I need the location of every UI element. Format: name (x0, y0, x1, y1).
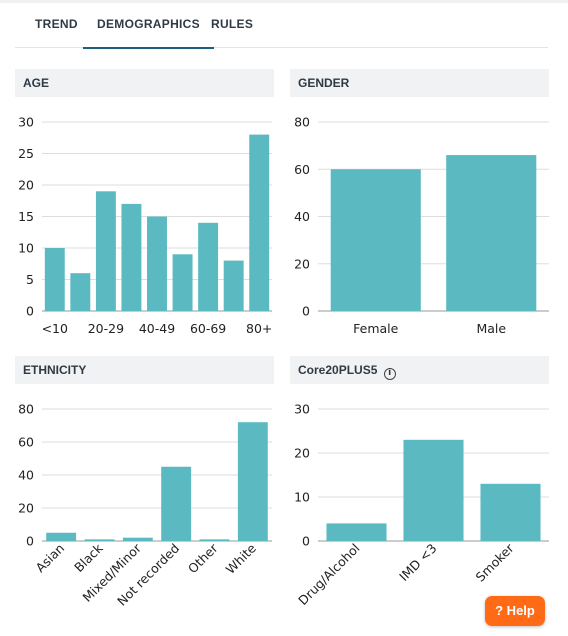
tab-rules[interactable]: RULES (211, 17, 254, 31)
age-bar[interactable] (223, 260, 244, 311)
gender-ytick-label: 80 (294, 115, 310, 130)
age-bar[interactable] (249, 134, 270, 311)
ethnicity-bar[interactable] (46, 532, 77, 541)
core20-ytick-label: 20 (294, 446, 310, 461)
age-bar[interactable] (70, 273, 91, 311)
ethnicity-xtick-label: White (223, 540, 260, 577)
core20-xtick-label: Drug/Alcohol (295, 541, 362, 608)
core20-bar[interactable] (403, 439, 464, 541)
age-xtick-label: <10 (42, 321, 68, 336)
gender-ytick-label: 60 (294, 162, 310, 177)
age-ytick-label: 15 (18, 209, 34, 224)
age-ytick-label: 5 (26, 272, 34, 287)
tab-bar: TREND DEMOGRAPHICS RULES (15, 4, 548, 49)
gender-panel-header: GENDER (290, 69, 549, 97)
age-xtick-label: 40-49 (139, 321, 175, 336)
age-xtick-label: 80+ (246, 321, 272, 336)
ethnicity-xtick-label: Black (71, 540, 106, 575)
gender-ytick-label: 20 (294, 256, 310, 271)
core20-xtick-label: IMD <3 (396, 541, 439, 584)
gender-xtick-label: Female (353, 321, 399, 336)
gender-chart: 0 20 40 60 80 Female Male (294, 115, 549, 336)
core20-panel-header: Core20PLUS5 i (290, 356, 549, 384)
ethnicity-bar[interactable] (122, 537, 153, 541)
core20-ytick-label: 0 (302, 534, 310, 549)
age-bar[interactable] (198, 222, 219, 311)
core20-bar[interactable] (480, 483, 541, 541)
top-border (0, 0, 568, 3)
ethnicity-xtick-label: Other (185, 540, 221, 576)
core20-ytick-label: 10 (294, 490, 310, 505)
ethnicity-bar[interactable] (237, 422, 268, 541)
age-xtick-label: 60-69 (190, 321, 226, 336)
ethnicity-ytick-label: 40 (18, 468, 34, 483)
ethnicity-panel-title: ETHNICITY (23, 363, 87, 377)
gender-xtick-label: Male (476, 321, 506, 336)
age-ytick-label: 25 (18, 146, 34, 161)
age-xtick-label: 20-29 (88, 321, 124, 336)
ethnicity-xtick-label: Asian (33, 541, 68, 576)
core20-xtick-label: Smoker (473, 540, 518, 585)
gender-bar[interactable] (330, 169, 421, 311)
age-ytick-label: 0 (26, 304, 34, 319)
ethnicity-ytick-label: 0 (26, 534, 34, 549)
age-bar[interactable] (44, 248, 65, 311)
ethnicity-panel-header: ETHNICITY (15, 356, 274, 384)
age-ytick-label: 10 (18, 241, 34, 256)
help-button[interactable]: ? Help (485, 596, 545, 626)
age-bar[interactable] (95, 191, 116, 311)
age-bar[interactable] (172, 254, 193, 311)
gender-ytick-label: 0 (302, 304, 310, 319)
gender-panel-title: GENDER (298, 76, 350, 90)
age-ytick-label: 20 (18, 178, 34, 193)
gender-bar[interactable] (446, 155, 537, 311)
ethnicity-bar[interactable] (161, 466, 192, 541)
gender-ytick-label: 40 (294, 209, 310, 224)
help-button-label: ? Help (495, 603, 535, 618)
tab-demographics[interactable]: DEMOGRAPHICS (83, 4, 214, 49)
age-ytick-label: 30 (18, 115, 34, 130)
info-icon[interactable]: i (383, 368, 396, 380)
ethnicity-ytick-label: 60 (18, 435, 34, 450)
age-chart: 0 5 10 15 20 25 30 <10 20-29 40-49 60-69 80+ (18, 115, 272, 337)
age-panel-header: AGE (15, 69, 274, 97)
core20-chart: 0 10 20 30 Drug/Alcohol IMD <3 Smoker (294, 402, 549, 608)
ethnicity-ytick-label: 20 (18, 501, 34, 516)
core20-ytick-label: 30 (294, 402, 310, 417)
age-panel-title: AGE (23, 76, 50, 90)
core20-panel-title: Core20PLUS5 (298, 363, 378, 377)
ethnicity-ytick-label: 80 (18, 402, 34, 417)
age-bar[interactable] (121, 203, 142, 311)
ethnicity-bar[interactable] (84, 539, 115, 541)
age-bar[interactable] (147, 216, 167, 312)
tab-trend[interactable]: TREND (35, 17, 78, 31)
ethnicity-bar[interactable] (199, 539, 230, 541)
core20-bar[interactable] (326, 523, 387, 541)
